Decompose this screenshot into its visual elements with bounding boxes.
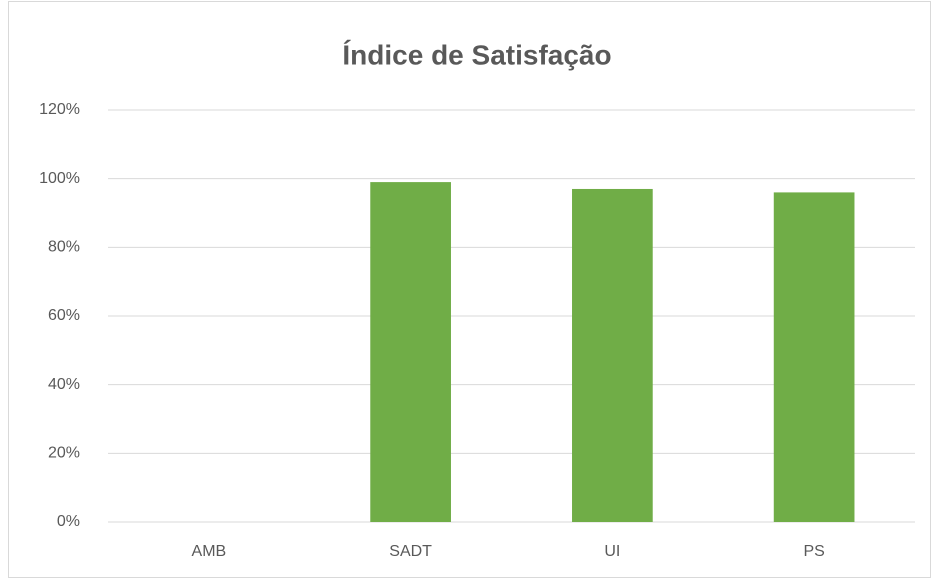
y-tick-label: 60% xyxy=(48,307,80,324)
bar xyxy=(370,182,451,522)
y-tick-label: 40% xyxy=(48,376,80,393)
x-tick-label: UI xyxy=(604,543,620,560)
chart-title: Índice de Satisfação xyxy=(342,39,611,70)
bar xyxy=(773,192,855,522)
x-tick-label: PS xyxy=(803,543,824,560)
y-tick-label: 80% xyxy=(48,239,80,256)
x-tick-label: AMB xyxy=(192,543,227,560)
y-tick-label: 100% xyxy=(39,170,80,187)
y-tick-label: 0% xyxy=(57,513,80,530)
y-tick-label: 20% xyxy=(48,445,80,462)
y-tick-label: 120% xyxy=(39,101,80,118)
x-tick-label: SADT xyxy=(389,543,432,560)
bar xyxy=(572,188,653,522)
